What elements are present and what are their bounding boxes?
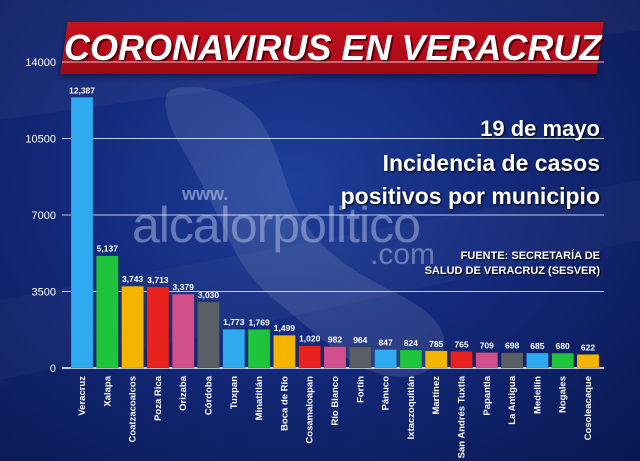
x-tick-label: Pánuco bbox=[381, 376, 392, 411]
bar bbox=[247, 329, 271, 369]
x-tick-label: Río Blanco bbox=[330, 376, 341, 426]
y-tick-label: 7000 bbox=[32, 210, 56, 222]
bar bbox=[121, 285, 144, 369]
bar-value-label: 847 bbox=[379, 337, 393, 347]
bar bbox=[576, 354, 600, 369]
x-tick-label: Fortín bbox=[355, 376, 366, 403]
bar-value-label: 1,769 bbox=[248, 317, 270, 327]
bar-value-label: 982 bbox=[328, 335, 342, 345]
bar bbox=[500, 352, 524, 369]
x-tick-label: Veracruz bbox=[77, 376, 88, 416]
bar bbox=[349, 346, 372, 369]
bar bbox=[323, 346, 347, 369]
bar-value-label: 3,713 bbox=[147, 275, 169, 285]
bar bbox=[70, 97, 94, 369]
bar bbox=[551, 352, 574, 369]
x-tick-label: Coatzacoalcos bbox=[128, 376, 139, 443]
bar-value-label: 3,030 bbox=[198, 290, 220, 300]
bar bbox=[273, 334, 296, 369]
bar bbox=[222, 328, 246, 369]
x-tick-label: Cosamaloapan bbox=[305, 376, 316, 444]
y-tick-label: 10500 bbox=[25, 134, 56, 146]
x-tick-label: Orizaba bbox=[178, 375, 189, 411]
watermark-prefix: www. bbox=[182, 184, 229, 204]
x-tick-label: Xalapa bbox=[102, 375, 113, 406]
x-tick-label: Tuxpan bbox=[229, 376, 240, 409]
date-label: 19 de mayo bbox=[480, 116, 600, 141]
bar-value-label: 3,379 bbox=[173, 282, 195, 292]
bar-value-label: 824 bbox=[404, 338, 418, 348]
bar-value-label: 765 bbox=[454, 339, 468, 349]
bar-value-label: 698 bbox=[505, 341, 519, 351]
subtitle-line-2: positivos por municipio bbox=[340, 183, 600, 209]
x-tick-label: Medellín bbox=[532, 376, 543, 414]
y-tick-label: 14000 bbox=[25, 57, 56, 69]
bar bbox=[374, 349, 397, 369]
x-tick-label: Papantla bbox=[482, 375, 493, 415]
bar bbox=[475, 352, 499, 369]
x-tick-label: Cosoleacaque bbox=[583, 376, 594, 440]
bar-value-label: 685 bbox=[530, 341, 544, 351]
bar bbox=[96, 255, 119, 369]
bar-value-label: 622 bbox=[581, 342, 595, 352]
bar-value-label: 964 bbox=[353, 335, 367, 345]
bar bbox=[424, 350, 448, 369]
bar-value-label: 1,773 bbox=[223, 317, 245, 327]
y-tick-label: 3500 bbox=[32, 287, 56, 299]
bar bbox=[450, 351, 473, 369]
watermark-suffix: .com bbox=[370, 238, 436, 271]
bar-value-label: 709 bbox=[480, 341, 494, 351]
bar-value-label: 12,387 bbox=[69, 85, 95, 95]
watermark-name: alcalorpolitico bbox=[132, 197, 421, 253]
x-tick-label: Córdoba bbox=[204, 375, 215, 415]
bar-value-label: 5,137 bbox=[97, 244, 119, 254]
y-tick-label: 0 bbox=[50, 363, 56, 375]
page-title: CORONAVIRUS EN VERACRUZ bbox=[64, 27, 602, 68]
x-tick-label: La Antigua bbox=[507, 375, 518, 424]
x-tick-label: Minatitlán bbox=[254, 376, 265, 421]
bar bbox=[298, 345, 321, 369]
bar-value-label: 1,499 bbox=[274, 323, 296, 333]
bar bbox=[146, 286, 170, 369]
bar-value-label: 1,020 bbox=[299, 334, 321, 344]
bar bbox=[526, 352, 549, 369]
bar-value-label: 785 bbox=[429, 339, 443, 349]
x-tick-label: Ixtaczoquitlán bbox=[406, 376, 417, 440]
source-line-2: SALUD DE VERACRUZ (SESVER) bbox=[424, 265, 600, 277]
subtitle-line-1: Incidencia de casos bbox=[382, 150, 600, 176]
x-tick-label: San Andrés Tuxtla bbox=[457, 375, 468, 458]
x-tick-label: Poza Rica bbox=[153, 375, 164, 421]
bar bbox=[197, 301, 220, 369]
x-tick-label: Nogales bbox=[558, 376, 569, 413]
source-line-1: FUENTE: SECRETARÍA DE bbox=[460, 250, 600, 262]
bar-value-label: 3,743 bbox=[122, 274, 144, 284]
bar-value-label: 680 bbox=[556, 341, 570, 351]
bar bbox=[171, 293, 195, 369]
x-tick-label: Boca de Río bbox=[279, 376, 290, 431]
veracruz-map-shape bbox=[165, 86, 445, 377]
x-tick-label: Martínez bbox=[431, 376, 442, 415]
bar bbox=[399, 349, 423, 369]
